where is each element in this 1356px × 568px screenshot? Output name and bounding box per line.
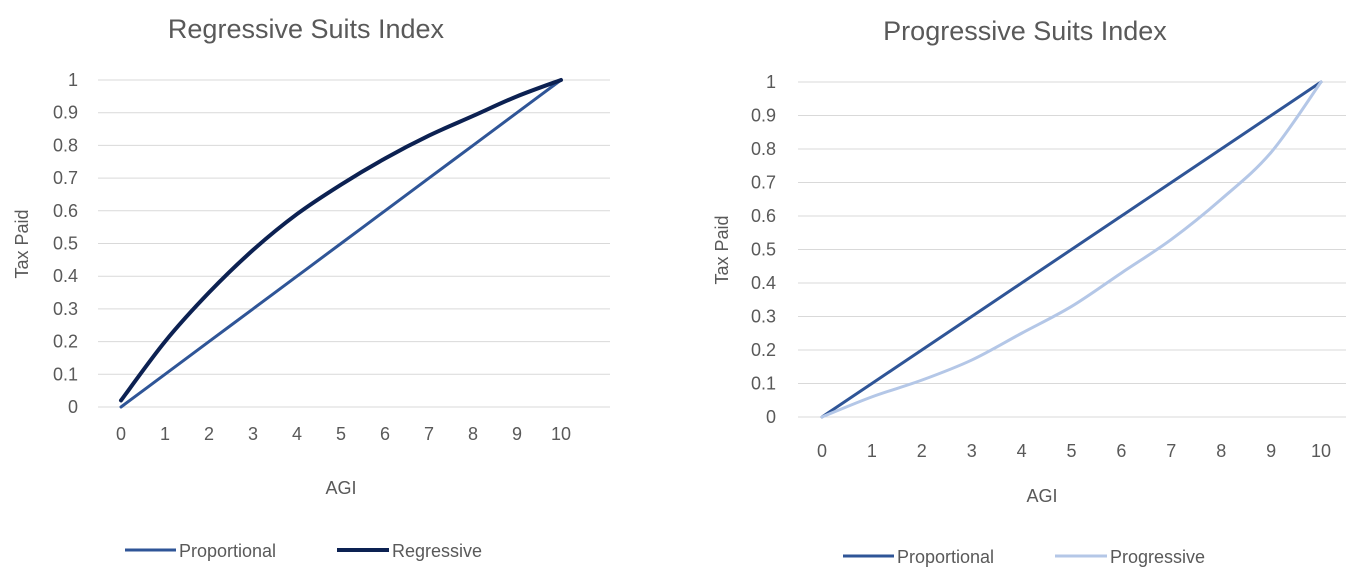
series-lines	[119, 78, 563, 409]
y-axis-label: Tax Paid	[712, 215, 732, 284]
y-tick-label: 0.2	[53, 332, 78, 352]
series-lines	[820, 80, 1323, 419]
series-line-progressive	[820, 80, 1323, 419]
y-tick-label: 0.7	[751, 173, 776, 193]
x-tick-label: 9	[512, 424, 522, 444]
chart-title: Progressive Suits Index	[883, 16, 1167, 46]
gridlines	[98, 79, 610, 408]
y-tick-labels: 0 0.1 0.2 0.3 0.4 0.5 0.6 0.7 0.8 0.9 1	[751, 72, 776, 427]
legend-label-proportional: Proportional	[179, 541, 276, 561]
chart-progressive: Progressive Suits Index 0 0.1 0.2 0.3 0.4 0.5…	[712, 16, 1346, 567]
y-tick-label: 0.8	[53, 135, 78, 155]
x-tick-label: 4	[292, 424, 302, 444]
x-tick-label: 6	[1116, 441, 1126, 461]
x-tick-label: 3	[967, 441, 977, 461]
y-tick-label: 0	[766, 407, 776, 427]
y-tick-label: 0.5	[53, 234, 78, 254]
x-tick-label: 4	[1017, 441, 1027, 461]
y-tick-label: 1	[766, 72, 776, 92]
y-tick-label: 0.9	[53, 103, 78, 123]
y-tick-label: 1	[68, 70, 78, 90]
x-axis-label: AGI	[1026, 486, 1057, 506]
legend: Proportional Regressive	[125, 541, 482, 561]
chart-regressive: Regressive Suits Index 00.10.20.30.40.50…	[12, 14, 610, 561]
series-line-proportional	[119, 78, 563, 409]
x-tick-label: 5	[336, 424, 346, 444]
x-tick-label: 7	[424, 424, 434, 444]
legend: Proportional Progressive	[843, 547, 1205, 567]
legend-label-proportional: Proportional	[897, 547, 994, 567]
y-tick-labels: 0 0.1 0.2 0.3 0.4 0.5 0.6 0.7 0.8 0.9 1	[53, 70, 78, 417]
x-tick-label: 3	[248, 424, 258, 444]
x-tick-label: 8	[468, 424, 478, 444]
x-tick-label: 10	[551, 424, 571, 444]
y-axis-label: Tax Paid	[12, 209, 32, 278]
y-tick-label: 0.5	[751, 240, 776, 260]
x-tick-label: 2	[917, 441, 927, 461]
x-tick-label: 7	[1166, 441, 1176, 461]
x-tick-label: 6	[380, 424, 390, 444]
x-tick-label: 0	[817, 441, 827, 461]
x-tick-label: 8	[1216, 441, 1226, 461]
chart-title: Regressive Suits Index	[168, 14, 445, 44]
x-tick-label: 9	[1266, 441, 1276, 461]
y-tick-label: 0.8	[751, 139, 776, 159]
y-tick-label: 0.2	[751, 340, 776, 360]
series-line-regressive	[119, 78, 563, 403]
y-tick-label: 0.1	[53, 364, 78, 384]
legend-label-progressive: Progressive	[1110, 547, 1205, 567]
y-tick-label: 0.3	[751, 307, 776, 327]
gridlines	[798, 81, 1346, 418]
x-tick-label: 10	[1311, 441, 1331, 461]
y-tick-label: 0.6	[751, 206, 776, 226]
x-tick-label: 0	[116, 424, 126, 444]
x-tick-label: 5	[1066, 441, 1076, 461]
y-tick-label: 0.9	[751, 106, 776, 126]
y-tick-label: 0.4	[751, 273, 776, 293]
y-tick-label: 0.4	[53, 266, 78, 286]
x-tick-labels: 0 1 2 3 4 5 6 7 8 9 10	[817, 441, 1331, 461]
y-tick-label: 0.3	[53, 299, 78, 319]
x-tick-label: 2	[204, 424, 214, 444]
x-tick-label: 1	[867, 441, 877, 461]
x-tick-label: 1	[160, 424, 170, 444]
x-tick-labels: 0 1 2 3 4 5 6 7 8 9 10	[116, 424, 571, 444]
y-tick-label: 0.6	[53, 201, 78, 221]
y-tick-label: 0	[68, 397, 78, 417]
legend-label-regressive: Regressive	[392, 541, 482, 561]
series-line-proportional	[820, 80, 1323, 419]
y-tick-label: 0.1	[751, 374, 776, 394]
y-tick-label: 0.7	[53, 168, 78, 188]
x-axis-label: AGI	[325, 478, 356, 498]
